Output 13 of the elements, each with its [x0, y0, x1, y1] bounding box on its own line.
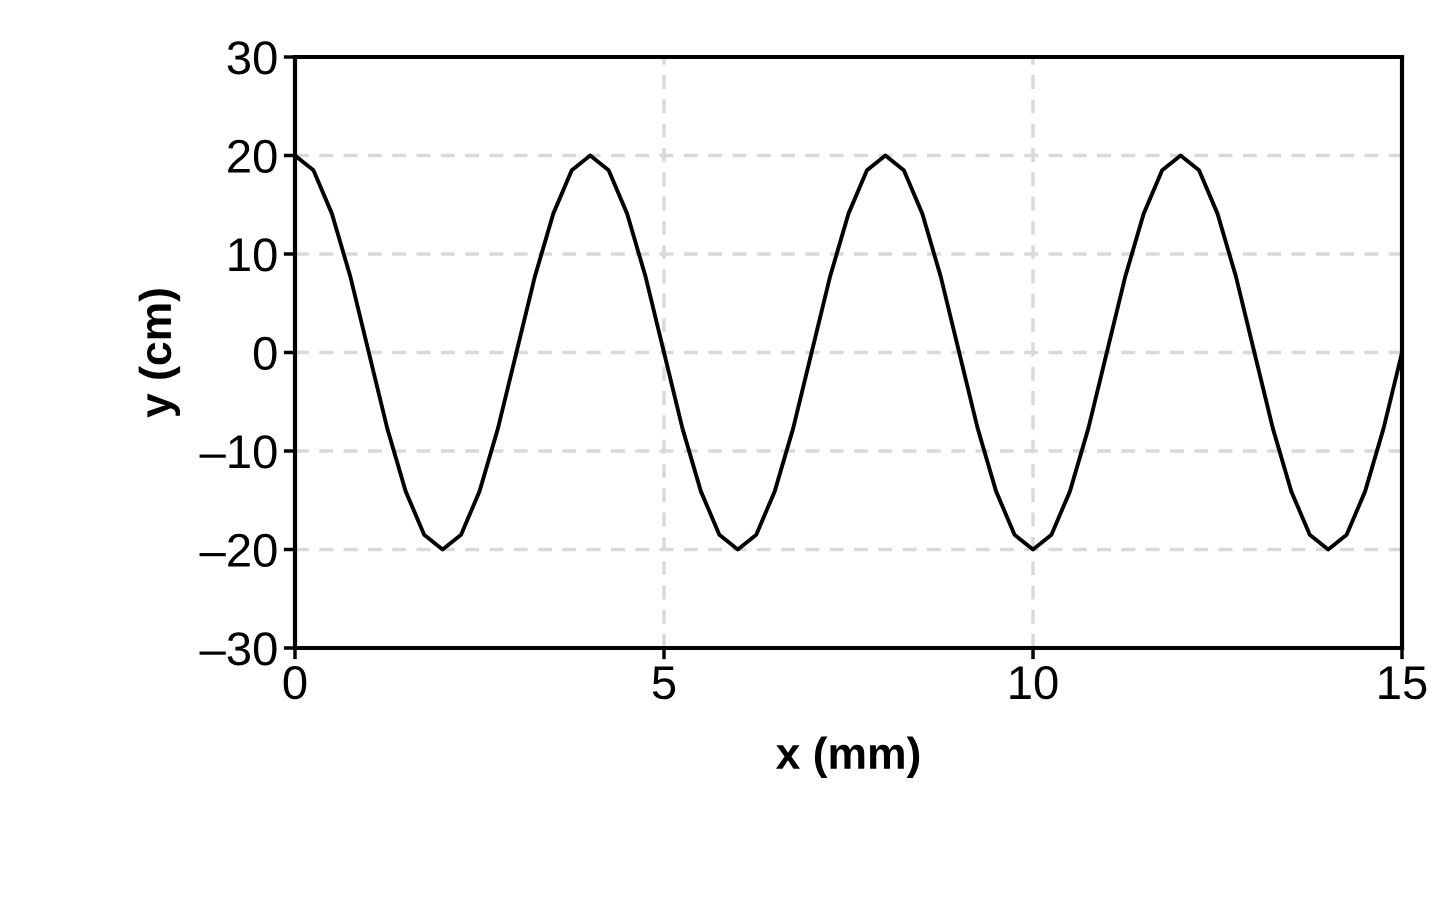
y-tick-label: 30	[227, 41, 277, 75]
x-tick-label: 0	[283, 665, 307, 700]
y-tick-label: 20	[228, 139, 277, 174]
y-tick-label: –10	[199, 435, 277, 469]
x-axis-title: x (mm)	[775, 736, 920, 778]
y-tick-label: 0	[253, 336, 277, 371]
x-tick-label: 15	[1379, 666, 1427, 700]
y-tick-label: –30	[199, 632, 277, 666]
y-tick-label: –20	[199, 533, 277, 568]
y-axis-title: y (cm)	[138, 289, 181, 418]
x-tick-label: 5	[652, 666, 676, 700]
y-tick-label: 10	[229, 238, 277, 272]
x-tick-label: 10	[1010, 665, 1058, 700]
